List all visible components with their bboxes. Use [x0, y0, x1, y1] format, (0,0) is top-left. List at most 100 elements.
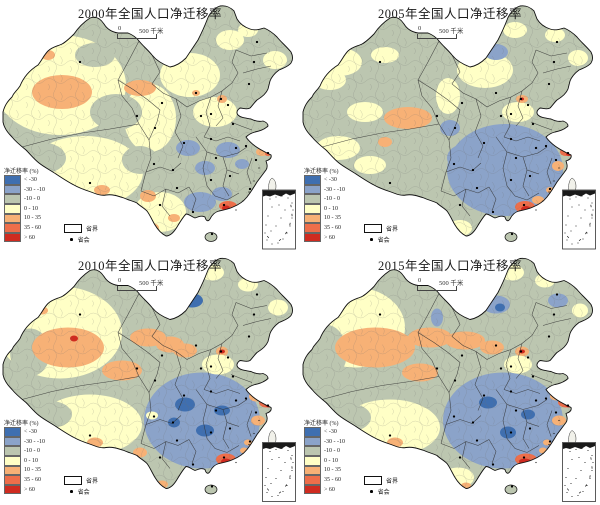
map-title-2015: 2015年全国人口净迁移率: [377, 259, 522, 273]
coastal-islet: [253, 432, 255, 435]
boundary-legend: 省界 省会: [364, 224, 398, 246]
map-cell-2005: 2005年全国人口净迁移率 0 500 千米 净迁移率 (%) < -30 -30 …: [300, 0, 600, 252]
capital-dot: [209, 390, 213, 393]
province-boundary-line: [474, 98, 484, 159]
capital-dot: [547, 82, 551, 86]
inset-island-dot: [565, 476, 567, 479]
inset-island-dot: [281, 447, 283, 450]
province-boundary-line: [530, 121, 553, 131]
inset-island-dot: [591, 217, 593, 219]
map-title-2005: 2005年全国人口净迁移率: [377, 7, 522, 21]
capital-row: 省会: [64, 235, 98, 244]
province-boundary-line: [186, 49, 239, 108]
capital-dot: [182, 141, 186, 145]
capital-dot: [266, 151, 270, 155]
inset-island-dot: [287, 449, 289, 452]
inset-island-dot: [280, 469, 282, 472]
capital-dot: [526, 356, 530, 359]
legend-item: 10 - 35: [4, 465, 45, 476]
legend-swatch: [4, 446, 21, 456]
inset-island-dot: [565, 224, 567, 226]
inset-island-dot: [271, 206, 273, 208]
scale-distance-label: 500 千米: [439, 280, 464, 287]
province-boundary-line: [488, 186, 497, 212]
province-boundary-line: [214, 445, 240, 453]
map-title-2000: 2000年全国人口净迁移率: [77, 7, 222, 21]
capital-dot: [247, 82, 251, 86]
capital-dot: [226, 103, 230, 107]
legend-swatch: [4, 465, 21, 476]
inset-dash-line: [266, 235, 270, 239]
legend-item: 0 - 10: [4, 456, 45, 466]
capital-label: 省会: [377, 238, 390, 244]
capital-dot: [514, 156, 518, 160]
province-boundary-line: [451, 54, 488, 108]
capital-dot: [475, 186, 479, 190]
capital-dot: [547, 335, 551, 338]
province-boundary-row: 省界: [364, 224, 398, 233]
legend-item: 10 - 35: [304, 465, 345, 476]
legend-item: < -30: [304, 427, 345, 437]
capital-dot: [554, 158, 558, 162]
capital-dot: [494, 344, 498, 347]
province-boundary-row: 省界: [64, 224, 98, 233]
legend-item: 35 - 60: [4, 475, 45, 485]
legend-label: -30 - -10: [324, 438, 345, 445]
coastal-islet: [248, 191, 250, 193]
south-china-sea-inset: [562, 189, 596, 250]
legend-label: -30 - -10: [24, 438, 45, 445]
province-boundary-line: [495, 136, 539, 158]
province-boundary-line: [486, 49, 539, 108]
province-boundary-swatch: [64, 224, 82, 233]
province-boundary-line: [542, 65, 572, 74]
legend-label: 10 - 35: [324, 215, 341, 222]
legend-label: 35 - 60: [324, 224, 341, 231]
inset-island-dot: [267, 215, 269, 217]
inset-island-dot: [281, 195, 283, 197]
province-boundary-line: [321, 376, 440, 400]
inset-coastline: [563, 190, 595, 197]
legend-label: -30 - -10: [324, 186, 345, 193]
capital-dot: [555, 40, 559, 44]
legend-item: -10 - 0: [304, 446, 345, 456]
province-boundary-line: [438, 123, 452, 192]
capital-dot: [252, 313, 256, 316]
inset-island-dot: [581, 447, 583, 450]
province-boundaries: [21, 293, 272, 469]
legend-item: -30 - -10: [304, 184, 345, 195]
inset-dash-line: [291, 466, 293, 469]
province-boundary-line: [502, 404, 516, 449]
province-boundary-line: [246, 410, 253, 437]
inset-dash-line: [289, 475, 291, 478]
legend-label: 35 - 60: [24, 476, 41, 483]
inset-island-dot: [282, 490, 284, 493]
coastal-islet: [542, 452, 544, 455]
province-boundary-line: [21, 376, 140, 400]
scale-zero-label: 0: [418, 25, 422, 32]
inset-dash-line: [585, 231, 587, 235]
legend-swatch: [4, 194, 21, 204]
legend-label: -10 - 0: [24, 448, 40, 455]
capital-dot: [528, 174, 532, 178]
capital-dot: [519, 97, 523, 101]
inset-island-dot: [575, 225, 577, 227]
legend-swatch: [304, 484, 321, 495]
inset-dash-line: [585, 484, 587, 487]
capital-dot: [509, 137, 513, 141]
capital-dot: [482, 394, 486, 397]
capital-dot: [494, 91, 498, 95]
province-boundary-line: [246, 157, 253, 185]
capital-dot: [491, 463, 495, 466]
legend-swatch: [4, 213, 21, 224]
province-boundary-line: [535, 49, 568, 57]
legend-label: -10 - 0: [324, 196, 340, 203]
inset-island-dot: [570, 230, 572, 232]
inset-island-dot: [265, 476, 267, 479]
capital-dot: [566, 151, 570, 155]
capital-dot: [234, 399, 238, 402]
inset-dash-line: [589, 475, 591, 478]
inset-island-dot: [581, 195, 583, 197]
scale-bar-line: [417, 286, 457, 291]
province-boundary-line: [503, 349, 512, 390]
legend-label: 10 - 35: [24, 215, 41, 222]
